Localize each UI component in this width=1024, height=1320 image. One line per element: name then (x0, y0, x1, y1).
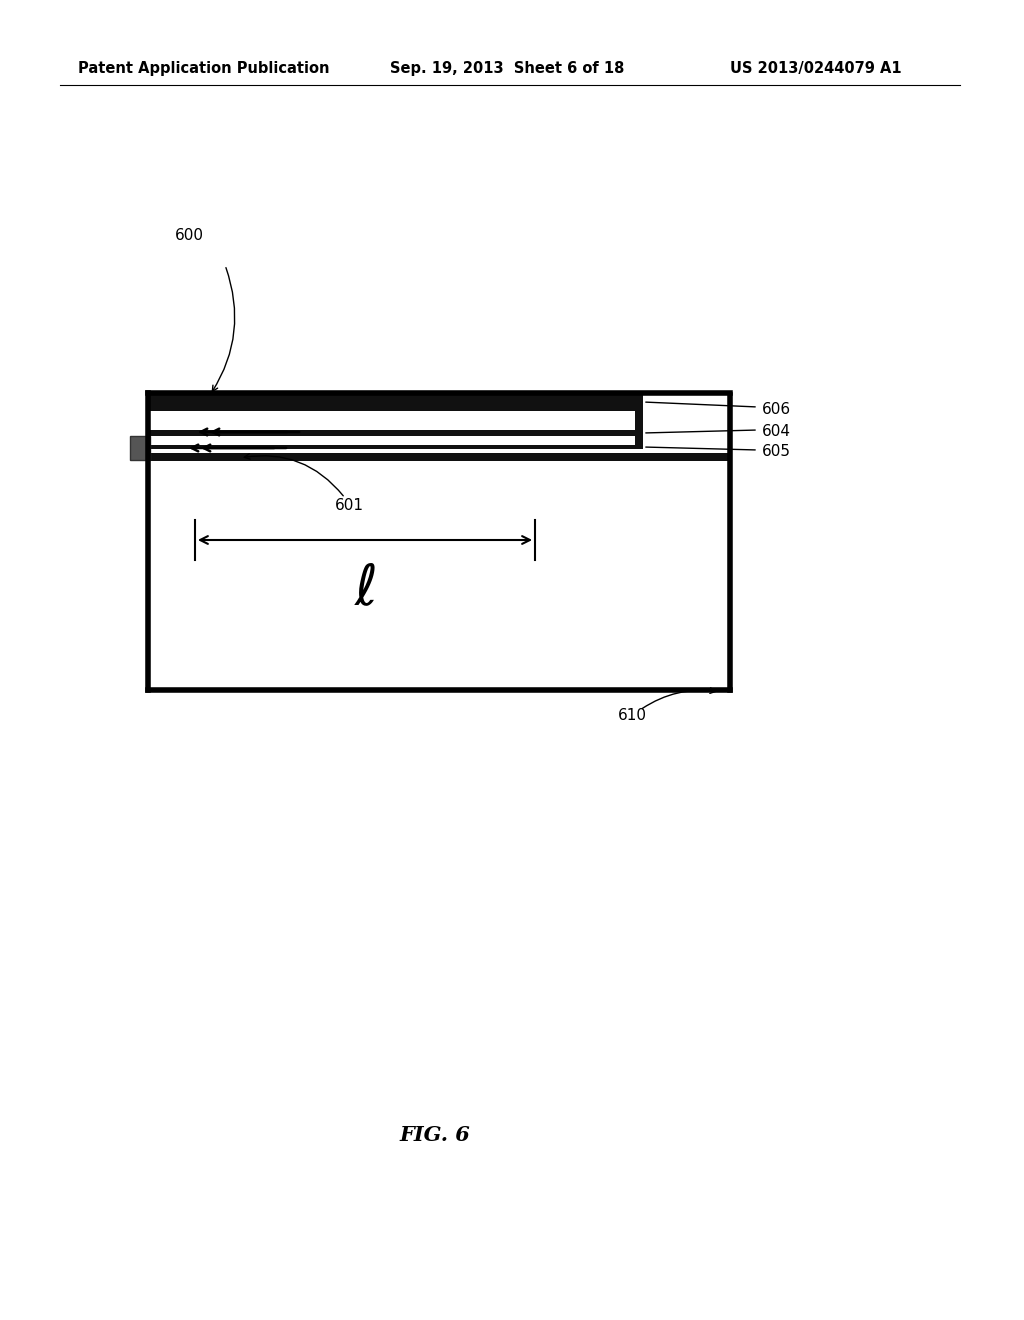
Text: 606: 606 (762, 401, 792, 417)
Text: 604: 604 (762, 425, 791, 440)
Text: 605: 605 (762, 445, 791, 459)
Bar (148, 393, 643, 411)
Text: Sep. 19, 2013  Sheet 6 of 18: Sep. 19, 2013 Sheet 6 of 18 (390, 61, 625, 75)
Text: US 2013/0244079 A1: US 2013/0244079 A1 (730, 61, 901, 75)
Bar (148, 430, 643, 436)
Text: $\ell$: $\ell$ (354, 562, 376, 618)
Text: 610: 610 (618, 708, 647, 722)
Text: FIG. 6: FIG. 6 (399, 1125, 470, 1144)
Bar (148, 445, 643, 449)
Bar (148, 453, 730, 461)
Text: 600: 600 (175, 227, 204, 243)
Bar (635, 393, 643, 447)
Bar (130, 436, 150, 459)
Text: 601: 601 (335, 498, 364, 512)
Text: Patent Application Publication: Patent Application Publication (78, 61, 330, 75)
